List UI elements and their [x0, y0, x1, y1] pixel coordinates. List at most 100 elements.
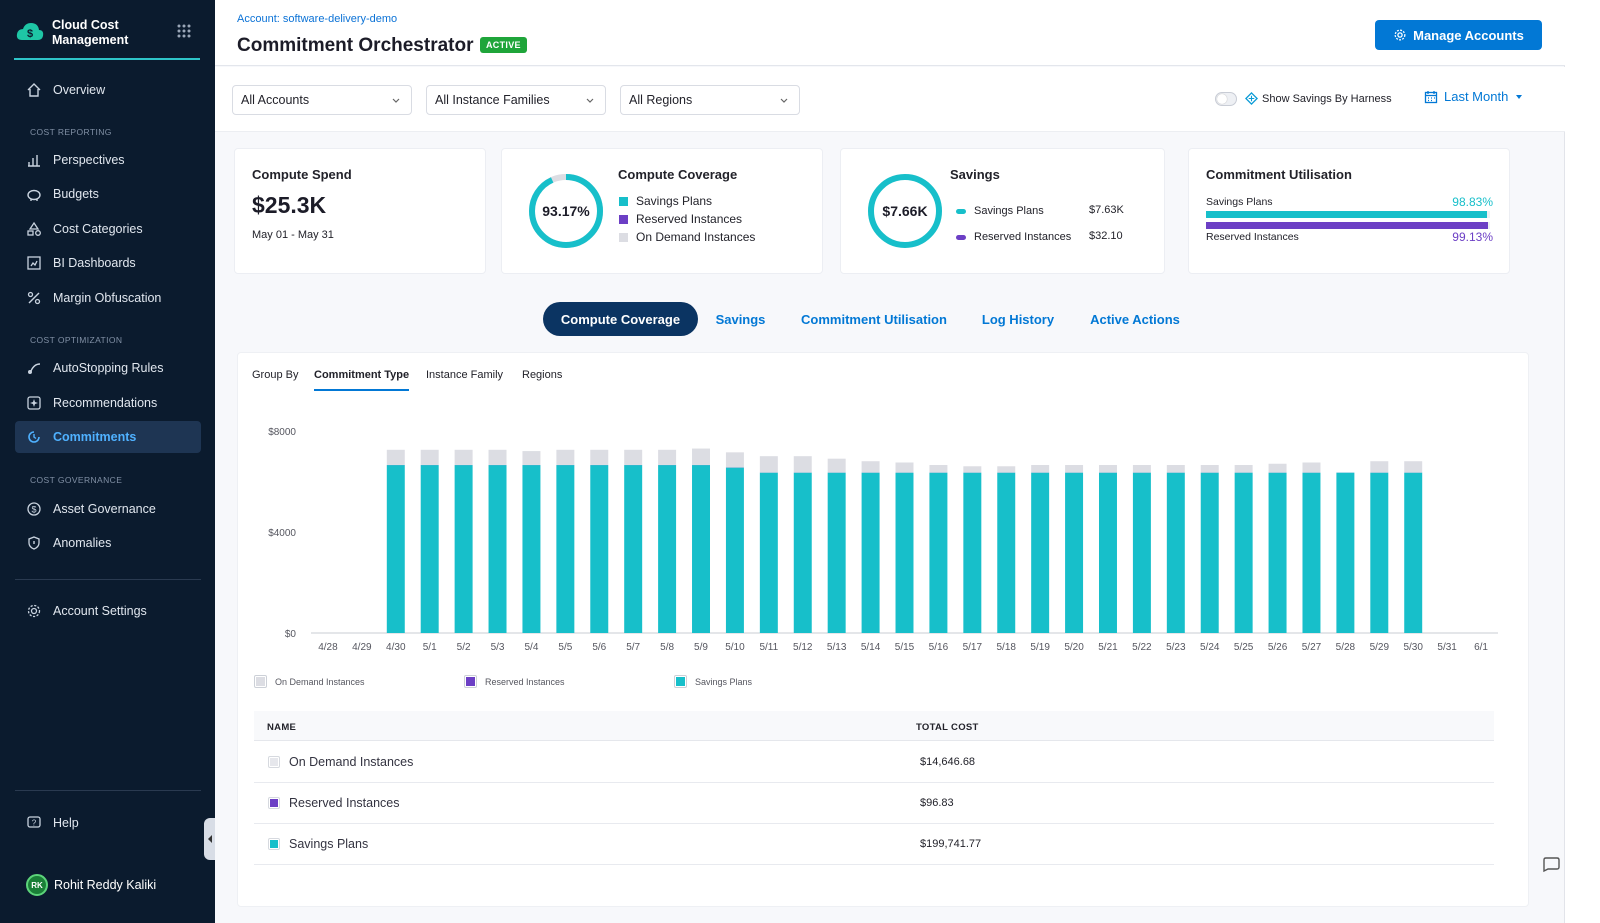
bar-segment-on-demand-instances[interactable]: [1370, 461, 1389, 473]
group-by-regions[interactable]: Regions: [522, 369, 563, 381]
instance-families-select[interactable]: All Instance Families: [426, 85, 606, 115]
bar-segment-savings-plans[interactable]: [1268, 472, 1287, 633]
tab-savings[interactable]: Savings: [715, 311, 766, 327]
table-row[interactable]: On Demand Instances $14,646.68: [254, 742, 1494, 783]
column-header-total-cost[interactable]: TOTAL COST: [916, 722, 979, 733]
bar-segment-on-demand-instances[interactable]: [1098, 465, 1117, 473]
bar-segment-on-demand-instances[interactable]: [997, 466, 1016, 473]
bar-segment-savings-plans[interactable]: [488, 465, 507, 633]
sidebar-item-cost-categories[interactable]: Cost Categories: [15, 213, 201, 245]
bar-segment-savings-plans[interactable]: [420, 465, 439, 633]
bar-segment-on-demand-instances[interactable]: [793, 456, 812, 473]
bar-segment-savings-plans[interactable]: [1404, 472, 1423, 633]
bar-segment-savings-plans[interactable]: [692, 465, 711, 633]
bar-segment-on-demand-instances[interactable]: [725, 452, 744, 468]
bar-segment-savings-plans[interactable]: [1200, 472, 1219, 633]
bar-segment-on-demand-instances[interactable]: [1200, 465, 1219, 473]
bar-segment-on-demand-instances[interactable]: [1302, 462, 1321, 473]
bar-segment-savings-plans[interactable]: [1336, 472, 1355, 633]
bar-segment-on-demand-instances[interactable]: [454, 449, 473, 465]
bar-segment-on-demand-instances[interactable]: [1268, 463, 1287, 473]
bar-segment-savings-plans[interactable]: [658, 465, 677, 633]
tab-commitment-utilisation[interactable]: Commitment Utilisation: [801, 311, 947, 327]
sidebar-item-overview[interactable]: Overview: [15, 74, 201, 106]
bar-segment-savings-plans[interactable]: [1166, 472, 1185, 633]
bar-segment-on-demand-instances[interactable]: [624, 449, 643, 465]
tab-log-history[interactable]: Log History: [981, 311, 1055, 327]
bar-segment-savings-plans[interactable]: [1031, 472, 1050, 633]
group-by-instance-family[interactable]: Instance Family: [426, 369, 504, 381]
bar-segment-on-demand-instances[interactable]: [488, 449, 507, 465]
bar-segment-savings-plans[interactable]: [997, 472, 1016, 633]
bar-segment-savings-plans[interactable]: [454, 465, 473, 633]
column-header-name[interactable]: NAME: [267, 722, 297, 733]
bar-segment-on-demand-instances[interactable]: [420, 449, 439, 465]
bar-segment-on-demand-instances[interactable]: [895, 462, 914, 473]
bar-segment-savings-plans[interactable]: [1065, 472, 1084, 633]
sidebar-item-help[interactable]: ? Help: [15, 807, 201, 839]
bar-segment-savings-plans[interactable]: [929, 472, 948, 633]
bar-segment-on-demand-instances[interactable]: [1404, 461, 1423, 473]
bar-segment-savings-plans[interactable]: [1098, 472, 1117, 633]
tab-compute-coverage[interactable]: Compute Coverage: [543, 302, 698, 336]
bar-segment-on-demand-instances[interactable]: [963, 466, 982, 473]
bar-segment-savings-plans[interactable]: [963, 472, 982, 633]
bar-segment-savings-plans[interactable]: [725, 467, 744, 633]
legend-checkbox[interactable]: [464, 675, 477, 688]
bar-segment-savings-plans[interactable]: [793, 472, 812, 633]
bar-segment-on-demand-instances[interactable]: [929, 465, 948, 473]
bar-segment-on-demand-instances[interactable]: [1031, 465, 1050, 473]
bar-segment-on-demand-instances[interactable]: [1065, 465, 1084, 473]
sidebar-collapse-handle[interactable]: [204, 818, 216, 860]
bar-segment-savings-plans[interactable]: [1370, 472, 1389, 633]
sidebar-item-autostopping-rules[interactable]: AutoStopping Rules: [15, 352, 201, 384]
user-profile[interactable]: RK Rohit Reddy Kaliki: [26, 874, 156, 896]
bar-segment-on-demand-instances[interactable]: [522, 451, 541, 465]
date-range-picker[interactable]: Last Month: [1424, 89, 1524, 104]
bar-segment-savings-plans[interactable]: [522, 465, 541, 633]
bar-segment-savings-plans[interactable]: [624, 465, 643, 633]
chart-legend-on-demand[interactable]: On Demand Instances: [254, 675, 365, 688]
table-row[interactable]: Reserved Instances $96.83: [254, 783, 1494, 824]
apps-grid-icon[interactable]: [176, 23, 192, 39]
legend-checkbox[interactable]: [254, 675, 267, 688]
bar-segment-on-demand-instances[interactable]: [590, 449, 609, 465]
bar-segment-on-demand-instances[interactable]: [1132, 465, 1151, 473]
regions-select[interactable]: All Regions: [620, 85, 800, 115]
bar-segment-on-demand-instances[interactable]: [386, 449, 405, 465]
legend-checkbox[interactable]: [674, 675, 687, 688]
bar-segment-savings-plans[interactable]: [386, 465, 405, 633]
bar-segment-savings-plans[interactable]: [590, 465, 609, 633]
bar-segment-on-demand-instances[interactable]: [861, 461, 880, 473]
bar-segment-savings-plans[interactable]: [895, 472, 914, 633]
bar-segment-savings-plans[interactable]: [1132, 472, 1151, 633]
chart-legend-savings-plans[interactable]: Savings Plans: [674, 675, 752, 688]
chat-support-icon[interactable]: [1540, 855, 1562, 877]
bar-segment-on-demand-instances[interactable]: [658, 449, 677, 465]
bar-segment-savings-plans[interactable]: [1234, 472, 1253, 633]
chart-legend-reserved[interactable]: Reserved Instances: [464, 675, 565, 688]
bar-segment-savings-plans[interactable]: [556, 465, 575, 633]
sidebar-item-recommendations[interactable]: Recommendations: [15, 387, 201, 419]
sidebar-item-bi-dashboards[interactable]: BI Dashboards: [15, 247, 201, 279]
sidebar-item-commitments[interactable]: Commitments: [15, 421, 201, 453]
sidebar-item-margin-obfuscation[interactable]: Margin Obfuscation: [15, 282, 201, 314]
sidebar-item-budgets[interactable]: Budgets: [15, 178, 201, 210]
bar-segment-savings-plans[interactable]: [827, 472, 846, 633]
bar-segment-on-demand-instances[interactable]: [692, 448, 711, 465]
sidebar-item-account-settings[interactable]: Account Settings: [15, 595, 201, 627]
bar-segment-on-demand-instances[interactable]: [1234, 465, 1253, 473]
sidebar-item-anomalies[interactable]: Anomalies: [15, 527, 201, 559]
bar-segment-on-demand-instances[interactable]: [827, 458, 846, 473]
manage-accounts-button[interactable]: Manage Accounts: [1375, 20, 1542, 50]
bar-segment-savings-plans[interactable]: [861, 472, 880, 633]
sidebar-item-asset-governance[interactable]: $ Asset Governance: [15, 493, 201, 525]
bar-segment-savings-plans[interactable]: [759, 472, 778, 633]
show-savings-toggle[interactable]: [1215, 92, 1237, 106]
bar-segment-on-demand-instances[interactable]: [759, 456, 778, 473]
bar-segment-on-demand-instances[interactable]: [556, 449, 575, 465]
accounts-select[interactable]: All Accounts: [232, 85, 412, 115]
group-by-commitment-type[interactable]: Commitment Type: [314, 369, 410, 391]
bar-segment-savings-plans[interactable]: [1302, 472, 1321, 633]
account-breadcrumb[interactable]: Account: software-delivery-demo: [237, 13, 398, 25]
